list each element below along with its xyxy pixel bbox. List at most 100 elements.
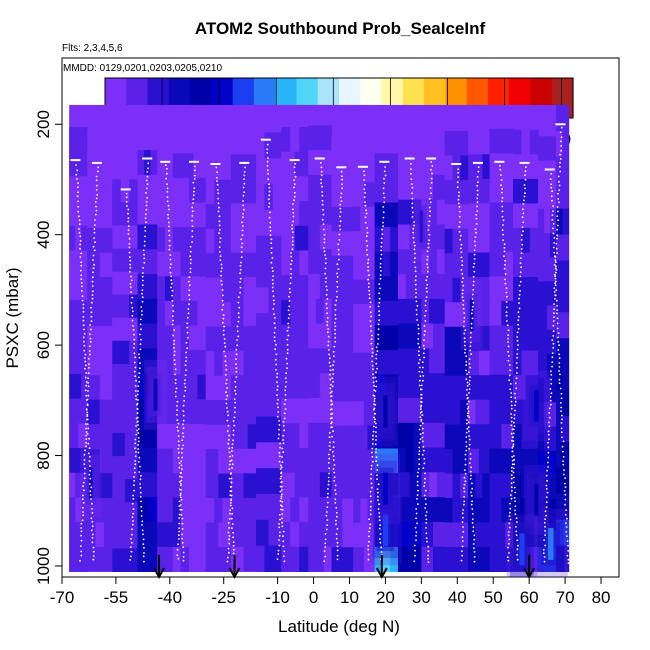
profile-dot	[78, 228, 80, 230]
heatmap-cell	[444, 547, 469, 572]
profile-dot	[173, 343, 176, 345]
profile-dot	[469, 341, 472, 344]
heatmap-cell	[69, 201, 76, 227]
profile-dot	[291, 248, 294, 251]
heatmap-cell	[338, 377, 347, 402]
heatmap-cell	[482, 473, 491, 499]
profile-dot	[134, 442, 137, 445]
heatmap-cell	[308, 174, 333, 201]
x-tick-label: -25	[211, 588, 236, 607]
profile-dot	[461, 289, 464, 292]
profile-dot	[410, 162, 412, 165]
profile-dot	[324, 542, 327, 545]
heatmap-cell	[468, 522, 476, 548]
profile-dot	[278, 428, 280, 431]
profile-dot	[375, 380, 378, 383]
profile-dot	[366, 231, 369, 234]
profile-dot	[508, 374, 511, 377]
profile-dot	[268, 206, 270, 208]
profile-dot	[84, 353, 87, 356]
heatmap-cell	[560, 545, 565, 572]
heatmap-cell	[521, 473, 531, 499]
profile-dot	[559, 402, 562, 404]
profile-dot	[457, 171, 460, 174]
heatmap-cell	[421, 199, 430, 225]
profile-dot	[371, 351, 374, 354]
heatmap-cell	[222, 179, 232, 205]
profile-dot	[84, 367, 86, 370]
profile-dot	[289, 282, 292, 285]
heatmap-cell	[489, 473, 502, 499]
profile-dot	[508, 355, 510, 357]
heatmap-cell	[230, 129, 240, 155]
heatmap-cell	[382, 227, 391, 253]
heatmap-cell	[436, 274, 446, 300]
profile-dot	[543, 556, 546, 558]
heatmap-cell	[513, 375, 527, 401]
profile-dot	[82, 324, 85, 327]
profile-dot	[325, 302, 328, 305]
profile-dot	[269, 226, 272, 229]
profile-dot	[323, 247, 325, 249]
heatmap-cell	[147, 348, 158, 374]
heatmap-cell	[478, 252, 491, 278]
profile-dot	[137, 428, 140, 430]
profile-dot	[467, 400, 470, 403]
profile-dot	[266, 152, 269, 154]
profile-dot	[382, 187, 385, 190]
profile-dot	[131, 319, 134, 322]
profile-dot	[129, 256, 131, 259]
profile-dot	[281, 517, 283, 520]
profile-dot	[177, 543, 180, 546]
profile-dot	[135, 417, 138, 420]
heatmap-cell	[556, 208, 563, 235]
profile-dot	[284, 408, 287, 410]
profile-dot	[324, 538, 327, 541]
profile-dot	[179, 488, 181, 491]
heatmap-cell	[189, 374, 198, 400]
profile-dot	[88, 483, 91, 485]
profile-dot	[130, 541, 133, 544]
heatmap-cell	[157, 128, 182, 154]
profile-dot	[278, 451, 281, 454]
profile-dot	[82, 501, 85, 504]
profile-dot	[471, 518, 474, 521]
profile-dot	[280, 464, 282, 467]
profile-dot	[320, 174, 323, 177]
heatmap-cell	[444, 351, 457, 377]
heatmap-cell	[172, 251, 182, 277]
heatmap-cell	[489, 177, 502, 203]
profile-dot	[418, 428, 421, 431]
profile-dot	[169, 254, 172, 256]
profile-dot	[465, 364, 468, 367]
heatmap-cell	[308, 298, 317, 325]
heatmap-cell	[468, 448, 480, 474]
heatmap-cell	[525, 448, 539, 474]
profile-dot	[330, 383, 332, 386]
heatmap-cell	[81, 373, 88, 400]
profile-dot	[185, 360, 187, 362]
profile-dot	[461, 540, 464, 542]
heatmap-cell	[398, 274, 407, 300]
profile-dot	[333, 360, 335, 363]
profile-dot	[418, 346, 421, 349]
heatmap-cell	[331, 401, 354, 427]
profile-dot	[284, 385, 287, 388]
heatmap-cell	[230, 350, 244, 376]
profile-dot	[292, 220, 294, 223]
heatmap-cell	[205, 326, 232, 352]
profile-dot	[516, 539, 519, 542]
profile-dot	[290, 259, 293, 262]
profile-dot	[499, 165, 501, 167]
profile-dot	[272, 282, 274, 285]
heatmap-cell	[331, 255, 354, 281]
profile-dot	[367, 286, 370, 288]
heatmap-cell	[264, 545, 274, 572]
heatmap-cell	[124, 548, 138, 572]
profile-dot	[328, 373, 331, 376]
profile-dot	[328, 361, 331, 364]
heatmap-cell	[129, 179, 138, 203]
profile-dot	[282, 434, 285, 437]
profile-dot	[242, 200, 244, 202]
profile-dot	[139, 491, 142, 494]
